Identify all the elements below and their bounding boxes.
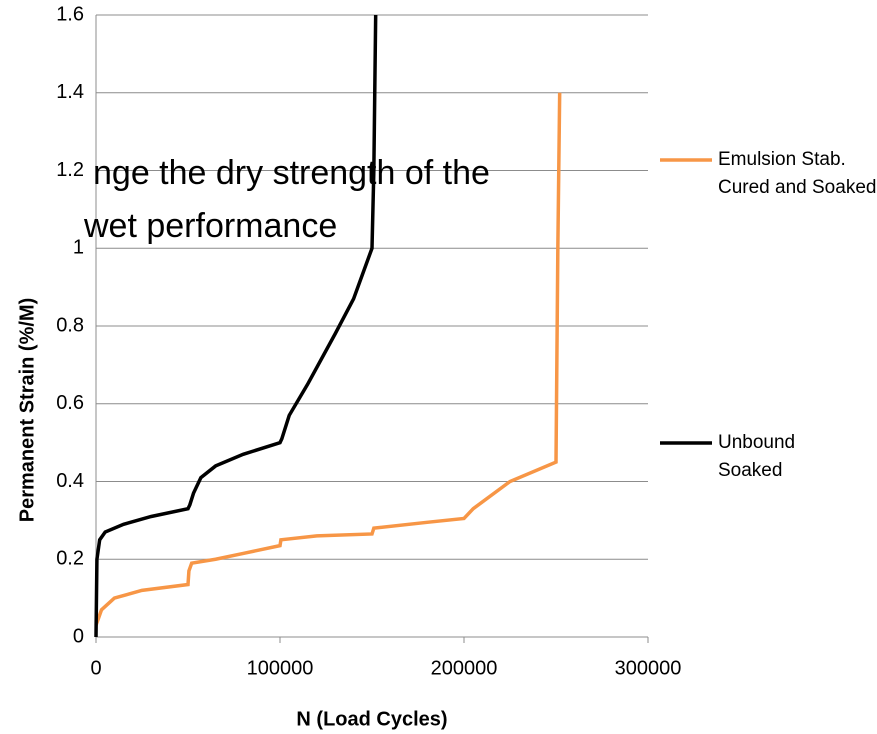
- annotation: wet performance: [83, 207, 337, 245]
- y-tick-label: 0.6: [56, 392, 84, 414]
- series-line: [94, 14, 378, 638]
- y-tick-label: 0.8: [56, 314, 84, 336]
- x-tick-label: 300000: [615, 657, 682, 679]
- x-tick-label: 200000: [431, 657, 498, 679]
- y-tick-label: 1.6: [56, 3, 84, 25]
- x-axis-label: N (Load Cycles): [296, 708, 447, 730]
- y-tick-label: 1: [73, 237, 84, 259]
- x-tick-label: 0: [90, 657, 101, 679]
- y-tick-label: 0.4: [56, 470, 84, 492]
- y-tick-label: 0.2: [56, 548, 84, 570]
- y-tick-label: 1.2: [56, 159, 84, 181]
- legend-label: Unbound Soaked: [718, 432, 796, 481]
- x-tick-label: 100000: [247, 657, 314, 679]
- annotation: nge the dry strength of the: [93, 154, 490, 192]
- y-tick-label: 0: [73, 625, 84, 647]
- y-tick-label: 1.4: [56, 81, 84, 103]
- series-line: [94, 92, 562, 626]
- y-axis-label: Permanent Strain (%/M): [16, 298, 38, 522]
- legend-label: Emulsion Stab. Cured and Soaked: [718, 149, 877, 198]
